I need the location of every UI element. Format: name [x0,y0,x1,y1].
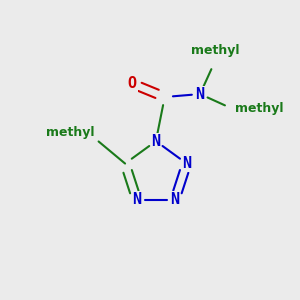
Text: O: O [128,76,137,91]
Text: N: N [132,192,141,207]
Text: methyl: methyl [46,125,94,139]
Text: N: N [182,156,191,171]
Text: methyl: methyl [236,102,284,115]
Text: N: N [151,134,160,149]
Text: N: N [196,87,205,102]
Text: N: N [170,192,179,207]
Text: methyl: methyl [190,44,239,57]
